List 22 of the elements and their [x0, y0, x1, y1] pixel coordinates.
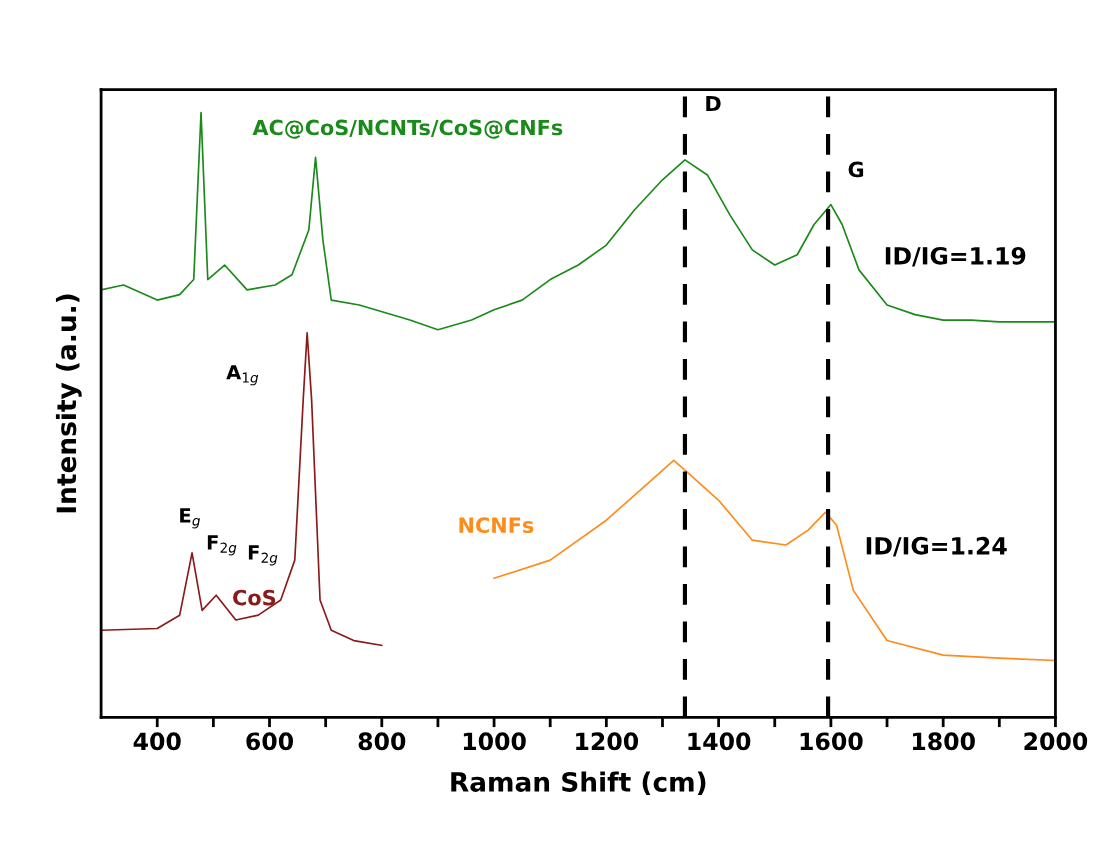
x-tick-label: 1600 — [800, 732, 863, 751]
annotation: F$_{2g}$ — [207, 535, 237, 556]
x-tick-label: 1800 — [912, 732, 975, 751]
annotation: F$_{2g}$ — [248, 545, 278, 566]
x-tick-label: 1400 — [688, 732, 751, 751]
x-tick-label: 1000 — [463, 732, 526, 751]
y-axis-title: Intensity (a.u.) — [55, 294, 82, 513]
ref-line-label: G — [848, 161, 864, 178]
annotation: A$_{1g}$ — [226, 365, 259, 386]
ref-line-label: D — [706, 95, 721, 112]
x-tick-label: 400 — [133, 732, 181, 751]
annotation: E$_{g}$ — [180, 508, 200, 529]
series-label: CoS — [233, 589, 276, 606]
x-tick-label: 800 — [358, 732, 406, 751]
x-tick-label: 1200 — [576, 732, 639, 751]
series-label: NCNFs — [459, 517, 534, 534]
x-tick-label: 2000 — [1024, 732, 1088, 751]
text: AC@CoS/NCNTs/CoS@CNFs — [252, 119, 563, 139]
annotation: ID/IG=1.24 — [866, 536, 1007, 557]
annotation: ID/IG=1.19 — [885, 246, 1026, 267]
x-tick-label: 600 — [246, 732, 294, 751]
x-axis-title: Raman Shift (cm) — [451, 771, 706, 795]
